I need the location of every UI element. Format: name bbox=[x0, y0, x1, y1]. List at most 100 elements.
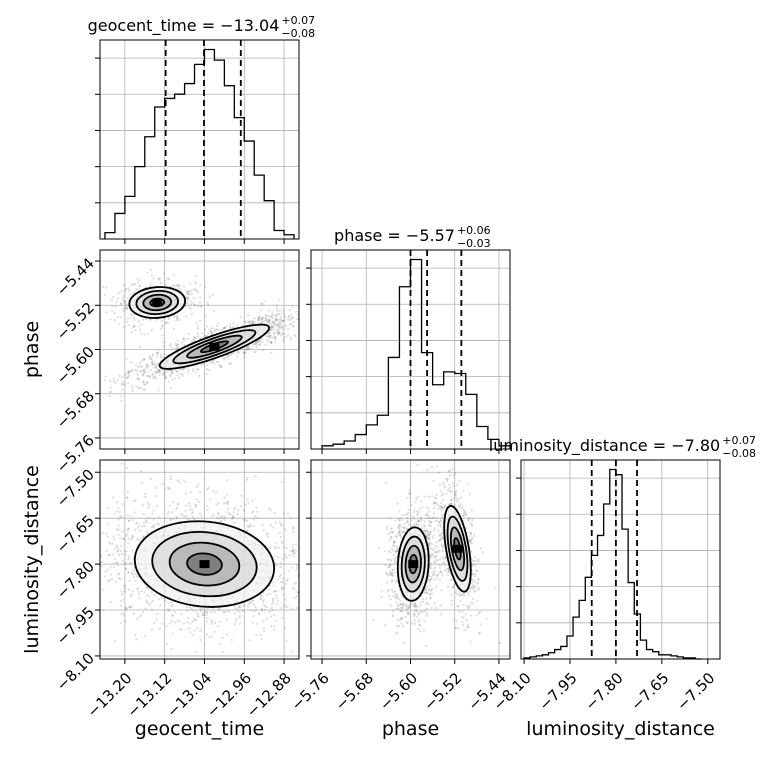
sample-point bbox=[409, 602, 412, 605]
sample-point bbox=[115, 528, 119, 531]
sample-point bbox=[268, 315, 271, 318]
sample-point bbox=[143, 333, 146, 336]
sample-point bbox=[236, 609, 239, 612]
sample-point bbox=[100, 560, 103, 563]
sample-point bbox=[186, 627, 189, 630]
sample-point bbox=[92, 512, 94, 514]
sample-point bbox=[260, 320, 264, 323]
sample-point bbox=[246, 347, 249, 350]
sample-point bbox=[276, 578, 279, 581]
sample-point bbox=[182, 367, 185, 370]
sample-point bbox=[441, 574, 444, 577]
sample-point bbox=[127, 374, 131, 377]
sample-point bbox=[118, 374, 121, 378]
title-main: geocent_time = −13.04 bbox=[88, 16, 280, 36]
sample-point bbox=[473, 555, 476, 559]
sample-point bbox=[178, 628, 182, 631]
sample-point bbox=[142, 371, 146, 375]
sample-point bbox=[172, 327, 175, 330]
sample-point bbox=[275, 619, 278, 623]
sample-point bbox=[171, 370, 174, 373]
sample-point bbox=[254, 606, 257, 609]
sample-point bbox=[225, 610, 229, 613]
sample-point bbox=[113, 319, 117, 322]
sample-point bbox=[428, 525, 431, 528]
sample-point bbox=[130, 571, 134, 574]
sample-point bbox=[213, 630, 216, 634]
sample-point bbox=[163, 488, 167, 491]
panel-title: phase = −5.57 +0.06−0.03 bbox=[334, 224, 491, 250]
sample-point bbox=[115, 510, 118, 513]
sample-point bbox=[193, 288, 196, 291]
sample-point bbox=[168, 344, 171, 347]
sample-point bbox=[436, 551, 439, 555]
sample-point bbox=[252, 603, 256, 606]
sample-point bbox=[186, 298, 190, 301]
sample-point bbox=[108, 541, 111, 544]
sample-point bbox=[435, 493, 438, 497]
sample-point bbox=[158, 370, 161, 374]
sample-point bbox=[165, 376, 168, 380]
sample-point bbox=[134, 499, 137, 502]
sample-point bbox=[287, 315, 290, 318]
sample-point bbox=[289, 550, 292, 553]
sample-point bbox=[291, 549, 294, 553]
sample-point bbox=[187, 502, 190, 505]
sample-point bbox=[186, 621, 189, 624]
sample-point bbox=[281, 338, 285, 341]
sample-point bbox=[196, 325, 199, 328]
sample-point bbox=[428, 542, 431, 545]
sample-point bbox=[147, 365, 150, 368]
sample-point bbox=[150, 628, 153, 631]
sample-point bbox=[190, 607, 193, 610]
sample-point bbox=[164, 322, 168, 325]
sample-point bbox=[169, 518, 172, 522]
sample-point bbox=[279, 523, 282, 526]
sample-point bbox=[113, 312, 116, 315]
sample-point bbox=[394, 632, 397, 635]
sample-point bbox=[407, 606, 410, 610]
sample-point bbox=[267, 320, 270, 323]
sample-point bbox=[170, 647, 173, 651]
sample-point bbox=[415, 523, 419, 526]
sample-point bbox=[453, 618, 456, 621]
sample-point bbox=[291, 305, 294, 309]
sample-point bbox=[284, 582, 287, 585]
sample-point bbox=[153, 593, 157, 597]
sample-point bbox=[194, 650, 198, 653]
sample-point bbox=[271, 608, 274, 612]
sample-point bbox=[134, 288, 137, 291]
sample-point bbox=[230, 352, 234, 356]
sample-point bbox=[276, 318, 279, 322]
sample-point bbox=[408, 604, 411, 608]
sample-point bbox=[170, 371, 173, 374]
sample-point bbox=[277, 556, 280, 559]
sample-point bbox=[274, 340, 277, 344]
sample-point bbox=[405, 527, 408, 530]
sample-point bbox=[235, 617, 238, 620]
sample-point bbox=[424, 587, 427, 591]
sample-point bbox=[474, 590, 477, 593]
sample-point bbox=[268, 323, 271, 326]
sample-point bbox=[303, 527, 305, 529]
sample-point bbox=[122, 295, 126, 298]
sample-point bbox=[243, 509, 246, 512]
sample-point bbox=[151, 352, 154, 356]
sample-point bbox=[305, 505, 307, 507]
sample-point bbox=[411, 622, 414, 625]
panel-frame bbox=[99, 459, 300, 660]
sample-point bbox=[157, 278, 160, 281]
sample-point bbox=[130, 293, 133, 296]
sample-point bbox=[272, 324, 275, 327]
sample-point bbox=[106, 506, 110, 509]
sample-point bbox=[168, 609, 171, 613]
sample-point bbox=[457, 504, 460, 507]
sample-point bbox=[232, 511, 235, 514]
sample-point bbox=[116, 545, 119, 548]
sample-point bbox=[436, 558, 440, 562]
sample-point bbox=[167, 511, 170, 514]
sample-point bbox=[262, 598, 266, 601]
sample-point bbox=[150, 269, 153, 272]
sample-point bbox=[273, 335, 276, 338]
sample-point bbox=[125, 303, 128, 306]
